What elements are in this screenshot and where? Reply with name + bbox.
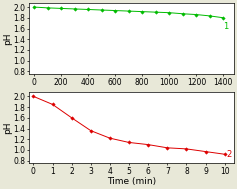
Y-axis label: pH: pH [3, 122, 12, 134]
Text: 1: 1 [223, 22, 229, 31]
X-axis label: Time (min): Time (min) [107, 177, 156, 186]
Y-axis label: pH: pH [3, 32, 12, 45]
Text: 2: 2 [227, 150, 232, 159]
